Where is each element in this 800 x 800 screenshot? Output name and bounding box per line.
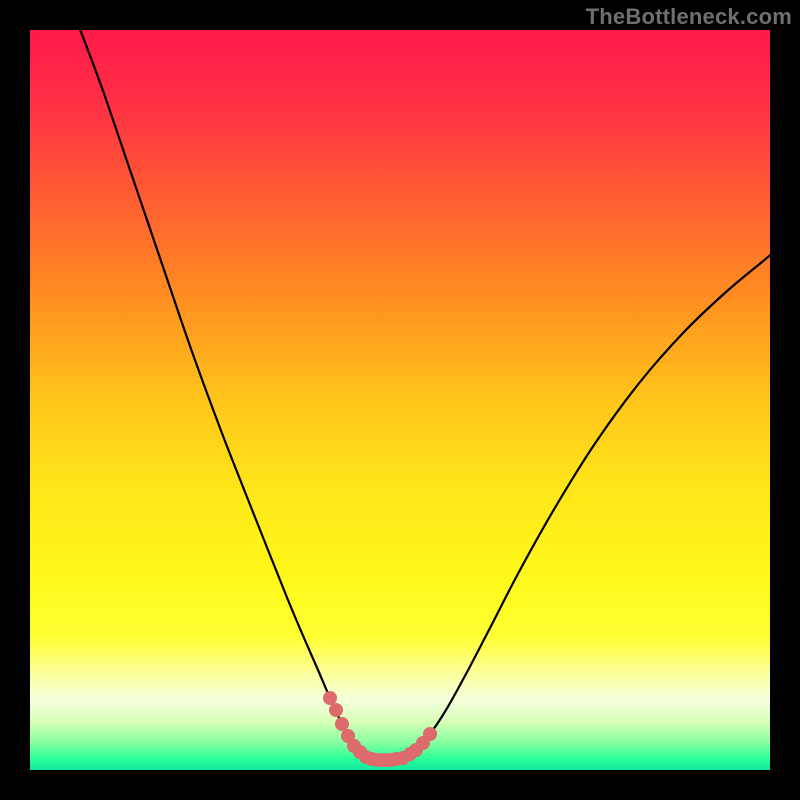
bottleneck-curve-path <box>78 30 770 760</box>
valley-dots-group <box>323 691 437 767</box>
watermark-text: TheBottleneck.com <box>586 4 792 30</box>
plot-area <box>30 30 770 770</box>
valley-dot <box>329 703 343 717</box>
valley-dot <box>335 717 349 731</box>
valley-dot <box>423 727 437 741</box>
bottleneck-curve-svg <box>30 30 770 770</box>
valley-dot <box>323 691 337 705</box>
